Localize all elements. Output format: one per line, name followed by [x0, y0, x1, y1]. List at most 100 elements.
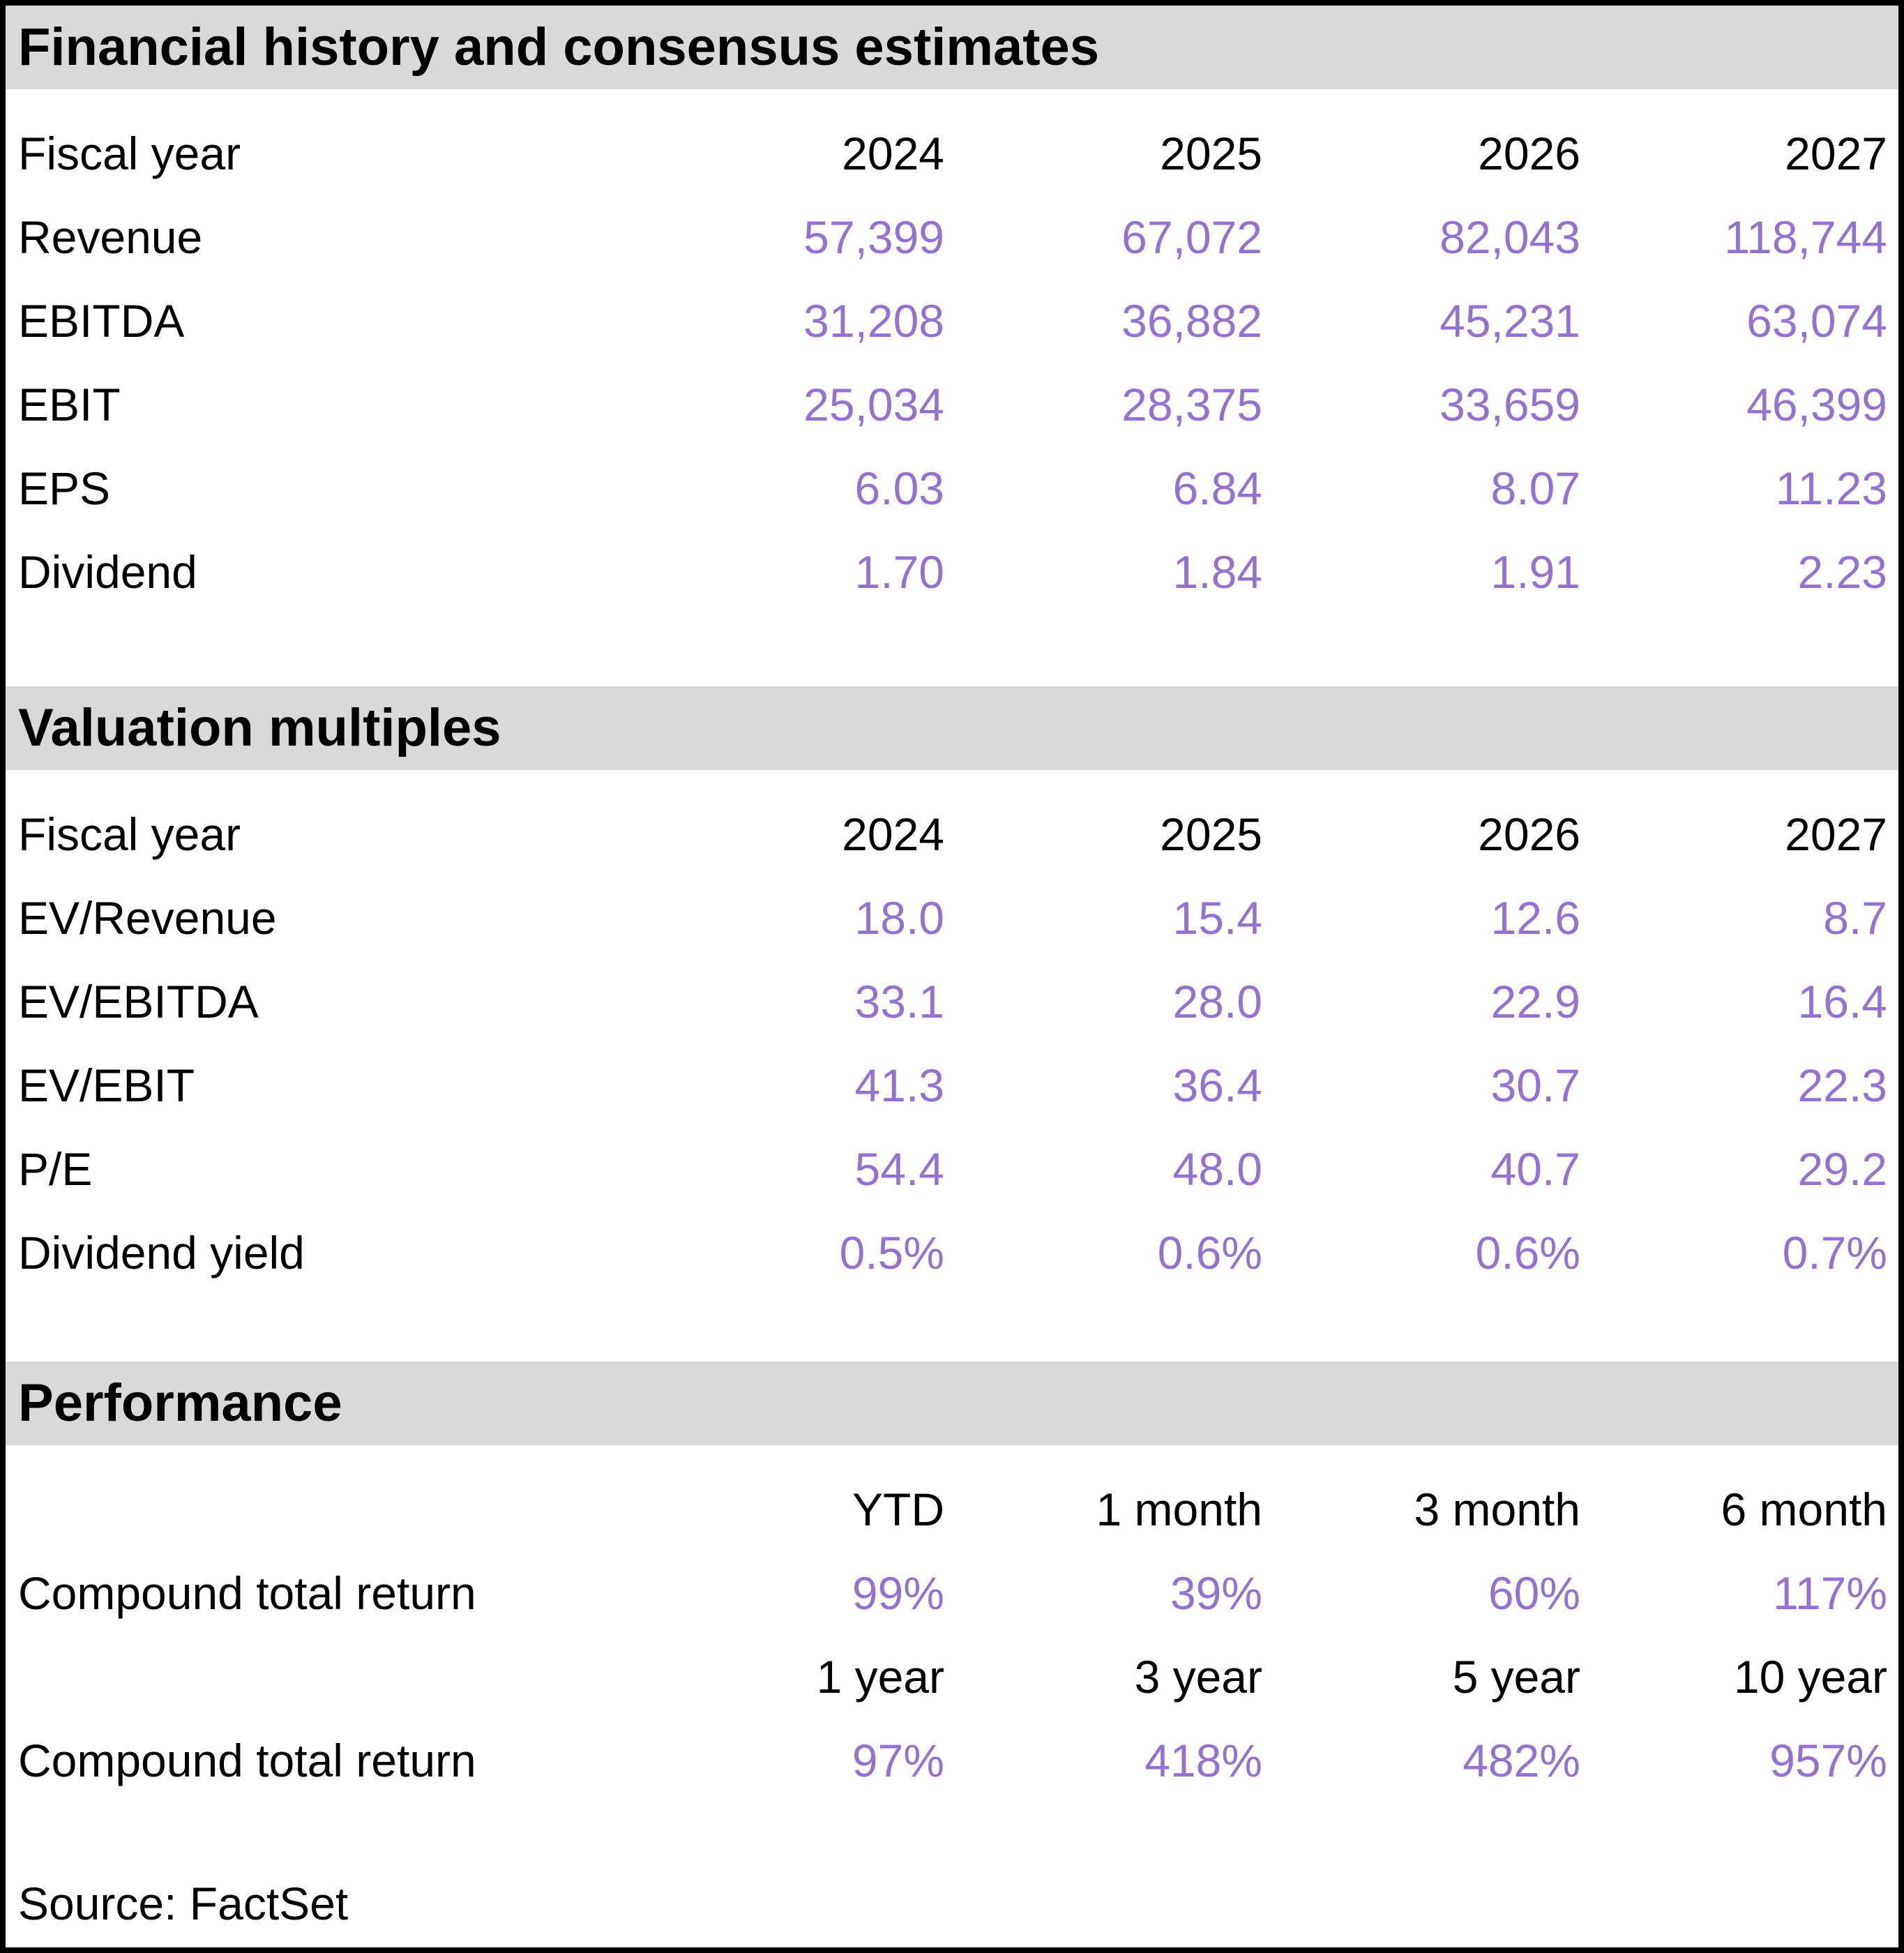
- cell-value: 18.0: [854, 892, 944, 944]
- cell-value: 67,072: [1121, 211, 1262, 263]
- empty-cell: [6, 1468, 626, 1551]
- cell-value: 8.7: [1823, 892, 1887, 944]
- cell-value: 99%: [852, 1567, 944, 1619]
- cell-value: 1.91: [1490, 546, 1580, 598]
- table-row-ev-ebitda: EV/EBITDA 33.1 28.0 22.9 16.4: [6, 960, 1898, 1043]
- cell-value: 41.3: [854, 1060, 944, 1111]
- cell-value: 482%: [1463, 1735, 1580, 1786]
- column-header: 10 year: [1733, 1651, 1887, 1703]
- financial-history-table: Fiscal year 2024 2025 2026 2027 Revenue …: [6, 112, 1898, 614]
- row-label: Compound total return: [18, 1735, 476, 1786]
- row-label: EPS: [18, 462, 111, 514]
- column-header: 3 month: [1414, 1484, 1580, 1535]
- section-title-valuation-multiples: Valuation multiples: [6, 686, 1898, 770]
- table-row-ev-revenue: EV/Revenue 18.0 15.4 12.6 8.7: [6, 876, 1898, 960]
- cell-value: 45,231: [1440, 295, 1580, 347]
- row-label: P/E: [18, 1143, 93, 1195]
- cell-value: 957%: [1769, 1735, 1887, 1786]
- row-label: EBIT: [18, 379, 121, 430]
- table-row-ebitda: EBITDA 31,208 36,882 45,231 63,074: [6, 279, 1898, 363]
- column-header: 3 year: [1134, 1651, 1262, 1703]
- row-label: Compound total return: [18, 1567, 476, 1619]
- row-label: EV/Revenue: [18, 892, 277, 944]
- cell-value: 36,882: [1121, 295, 1262, 347]
- column-header: 2027: [1785, 808, 1887, 860]
- cell-value: 2.23: [1797, 546, 1887, 598]
- column-header: 2024: [842, 808, 944, 860]
- row-label: EV/EBITDA: [18, 976, 259, 1027]
- table-row-compound-total-return-long: Compound total return 97% 418% 482% 957%: [6, 1719, 1898, 1802]
- column-header: 2025: [1160, 128, 1262, 179]
- cell-value: 16.4: [1797, 976, 1887, 1027]
- column-header: 6 month: [1721, 1484, 1887, 1535]
- section-title-financial-history: Financial history and consensus estimate…: [6, 6, 1898, 89]
- cell-value: 1.70: [854, 546, 944, 598]
- cell-value: 0.6%: [1475, 1227, 1580, 1279]
- cell-value: 1.84: [1172, 546, 1262, 598]
- column-header: 2027: [1785, 128, 1887, 179]
- row-label: Dividend: [18, 546, 197, 598]
- cell-value: 0.6%: [1157, 1227, 1262, 1279]
- cell-value: 25,034: [803, 379, 944, 430]
- cell-value: 57,399: [803, 211, 944, 263]
- cell-value: 48.0: [1172, 1143, 1262, 1195]
- table-row-compound-total-return-short: Compound total return 99% 39% 60% 117%: [6, 1551, 1898, 1635]
- table-row-ebit: EBIT 25,034 28,375 33,659 46,399: [6, 363, 1898, 446]
- cell-value: 33,659: [1440, 379, 1580, 430]
- cell-value: 31,208: [803, 295, 944, 347]
- row-label: EV/EBIT: [18, 1060, 195, 1111]
- row-label: Revenue: [18, 211, 203, 263]
- cell-value: 6.03: [854, 462, 944, 514]
- table-row-dividend-yield: Dividend yield 0.5% 0.6% 0.6% 0.7%: [6, 1211, 1898, 1295]
- cell-value: 40.7: [1490, 1143, 1580, 1195]
- row-label-fiscal-year: Fiscal year: [18, 808, 241, 860]
- cell-value: 28,375: [1121, 379, 1262, 430]
- performance-table: YTD 1 month 3 month 6 month Compound tot…: [6, 1468, 1898, 1802]
- table-row-dividend: Dividend 1.70 1.84 1.91 2.23: [6, 530, 1898, 614]
- column-header: 2026: [1478, 808, 1580, 860]
- cell-value: 46,399: [1746, 379, 1887, 430]
- table-header-row-long-periods: 1 year 3 year 5 year 10 year: [6, 1635, 1898, 1719]
- table-row-revenue: Revenue 57,399 67,072 82,043 118,744: [6, 195, 1898, 279]
- column-header: 2025: [1160, 808, 1262, 860]
- cell-value: 0.7%: [1782, 1227, 1887, 1279]
- column-header: 2024: [842, 128, 944, 179]
- table-header-row: Fiscal year 2024 2025 2026 2027: [6, 792, 1898, 876]
- cell-value: 22.9: [1490, 976, 1580, 1027]
- column-header: 2026: [1478, 128, 1580, 179]
- section-title-performance: Performance: [6, 1362, 1898, 1445]
- column-header: 1 year: [816, 1651, 944, 1703]
- table-row-ev-ebit: EV/EBIT 41.3 36.4 30.7 22.3: [6, 1043, 1898, 1127]
- cell-value: 82,043: [1440, 211, 1580, 263]
- table-row-eps: EPS 6.03 6.84 8.07 11.23: [6, 446, 1898, 530]
- cell-value: 39%: [1170, 1567, 1262, 1619]
- cell-value: 33.1: [854, 976, 944, 1027]
- valuation-multiples-table: Fiscal year 2024 2025 2026 2027 EV/Reven…: [6, 792, 1898, 1295]
- cell-value: 36.4: [1172, 1060, 1262, 1111]
- cell-value: 30.7: [1490, 1060, 1580, 1111]
- cell-value: 15.4: [1172, 892, 1262, 944]
- table-header-row: Fiscal year 2024 2025 2026 2027: [6, 112, 1898, 195]
- cell-value: 60%: [1488, 1567, 1580, 1619]
- column-header: 1 month: [1096, 1484, 1262, 1535]
- cell-value: 97%: [852, 1735, 944, 1786]
- cell-value: 6.84: [1172, 462, 1262, 514]
- row-label: EBITDA: [18, 295, 185, 347]
- cell-value: 11.23: [1775, 462, 1887, 514]
- cell-value: 63,074: [1746, 295, 1887, 347]
- table-row-pe: P/E 54.4 48.0 40.7 29.2: [6, 1127, 1898, 1211]
- row-label: Dividend yield: [18, 1227, 305, 1279]
- cell-value: 54.4: [854, 1143, 944, 1195]
- cell-value: 117%: [1773, 1567, 1887, 1619]
- cell-value: 0.5%: [839, 1227, 944, 1279]
- empty-cell: [6, 1635, 626, 1719]
- table-header-row-short-periods: YTD 1 month 3 month 6 month: [6, 1468, 1898, 1551]
- cell-value: 118,744: [1724, 211, 1887, 263]
- cell-value: 12.6: [1490, 892, 1580, 944]
- cell-value: 8.07: [1490, 462, 1580, 514]
- column-header: 5 year: [1452, 1651, 1580, 1703]
- row-label-fiscal-year: Fiscal year: [18, 128, 241, 179]
- cell-value: 22.3: [1797, 1060, 1887, 1111]
- source-note: Source: FactSet: [18, 1878, 349, 1929]
